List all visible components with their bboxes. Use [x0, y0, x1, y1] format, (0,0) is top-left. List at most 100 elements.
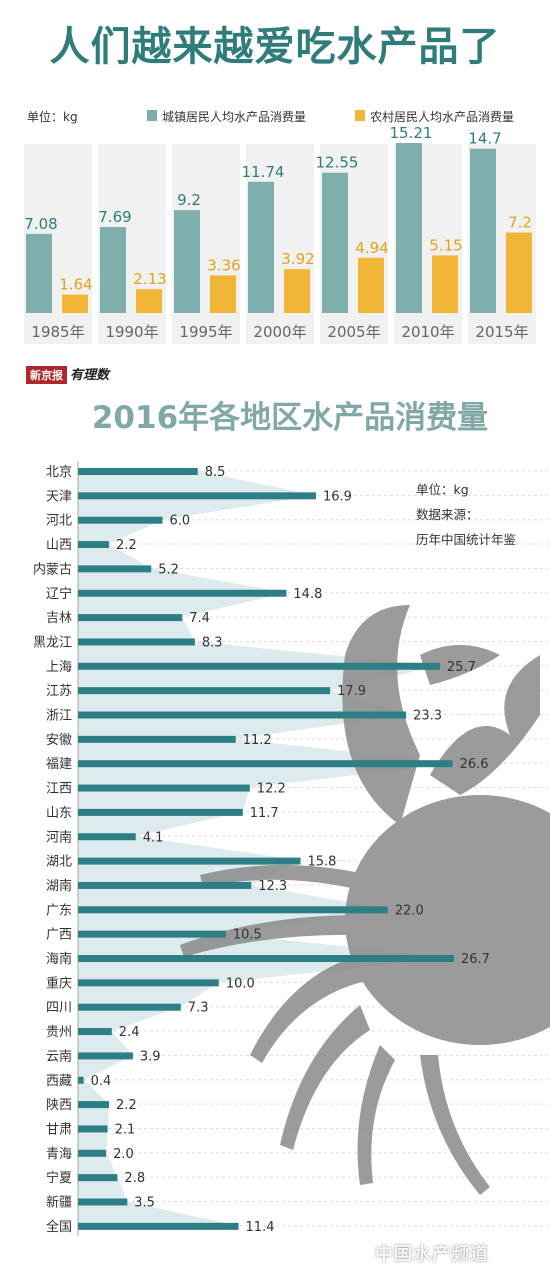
- region-value: 12.3: [258, 879, 287, 894]
- chart-regional-title: 2016年各地区水产品消费量: [91, 400, 489, 436]
- region-value: 4.1: [143, 830, 164, 845]
- bar-rural: [210, 275, 236, 313]
- region-value: 6.0: [169, 514, 190, 529]
- region-bar: [78, 955, 454, 962]
- region-value: 23.3: [413, 709, 442, 724]
- region-bar: [78, 784, 250, 792]
- region-value: 26.7: [461, 952, 490, 967]
- region-value: 8.3: [202, 635, 223, 650]
- region-bar: [78, 1198, 128, 1206]
- region-bar: [78, 979, 219, 987]
- region-label: 辽宁: [46, 586, 72, 602]
- year-label: 1990年: [105, 323, 158, 341]
- region-value: 2.4: [119, 1025, 140, 1040]
- region-bar: [78, 881, 252, 889]
- value-label-rural: 3.92: [281, 250, 314, 268]
- chart1-unit-label: 单位：kg: [27, 109, 78, 124]
- bar-rural: [136, 289, 162, 313]
- region-label: 宁夏: [46, 1170, 72, 1186]
- region-label: 海南: [46, 951, 72, 967]
- bar-rural: [62, 294, 88, 313]
- region-bar: [78, 687, 331, 695]
- bar-urban: [470, 148, 496, 313]
- region-value: 15.8: [308, 855, 337, 870]
- legend-swatch-rural: [355, 110, 365, 121]
- region-label: 江苏: [46, 683, 72, 699]
- crab-silhouette: [180, 605, 550, 1195]
- chart2-source-label: 数据来源：: [416, 507, 479, 522]
- region-bar: [78, 589, 287, 597]
- bar-urban: [26, 233, 52, 313]
- region-bar: [78, 516, 163, 524]
- year-label: 2015年: [475, 323, 528, 341]
- value-label-rural: 4.94: [355, 239, 388, 257]
- value-label-rural: 7.2: [508, 214, 532, 232]
- region-value: 12.2: [257, 782, 286, 797]
- bar-rural: [506, 232, 532, 313]
- region-bar: [78, 565, 152, 573]
- value-label-urban: 11.74: [242, 163, 285, 181]
- region-value: 2.2: [116, 538, 137, 553]
- region-label: 重庆: [46, 975, 72, 991]
- chart2-source: 历年中国统计年鉴: [416, 532, 517, 547]
- region-label: 吉林: [46, 611, 72, 626]
- region-bar: [78, 930, 226, 938]
- region-value: 7.3: [188, 1001, 209, 1016]
- bar-rural: [432, 255, 458, 313]
- legend-swatch-urban: [147, 110, 157, 121]
- region-label: 全国: [46, 1219, 72, 1235]
- region-label: 天津: [46, 489, 72, 504]
- region-value: 11.4: [246, 1220, 275, 1235]
- region-label: 西藏: [46, 1074, 72, 1089]
- region-bar: [78, 1003, 181, 1011]
- value-label-rural: 1.64: [59, 276, 92, 294]
- region-label: 浙江: [46, 709, 72, 724]
- region-value: 25.7: [447, 660, 476, 675]
- bar-urban: [174, 210, 200, 313]
- region-label: 北京: [46, 465, 72, 480]
- region-value: 11.7: [250, 806, 279, 821]
- region-bar: [78, 808, 243, 816]
- region-bar: [78, 1076, 84, 1084]
- bar-urban: [396, 143, 422, 313]
- region-bar: [78, 541, 109, 549]
- year-label: 2010年: [401, 323, 454, 341]
- region-value: 3.9: [140, 1049, 161, 1064]
- region-bar: [78, 638, 195, 646]
- value-label-rural: 2.13: [133, 270, 166, 288]
- region-value: 17.9: [337, 684, 366, 699]
- region-label: 山东: [46, 806, 72, 821]
- year-label: 1985年: [31, 323, 84, 341]
- region-label: 河北: [46, 514, 72, 529]
- masthead-logo: 新京报 有理数: [26, 364, 109, 384]
- region-bar: [78, 1028, 112, 1036]
- region-value: 10.5: [233, 928, 262, 943]
- region-label: 安徽: [46, 733, 72, 748]
- region-label: 福建: [46, 757, 72, 772]
- region-bar: [78, 906, 388, 914]
- chart2-unit-label: 单位：kg: [416, 482, 469, 497]
- region-label: 广东: [46, 903, 72, 918]
- year-label: 2005年: [327, 323, 380, 341]
- region-label: 湖南: [46, 878, 72, 894]
- legend-label-rural: 农村居民人均水产品消费量: [370, 110, 514, 124]
- region-label: 黑龙江: [33, 635, 72, 650]
- value-label-rural: 5.15: [429, 236, 462, 254]
- value-label-urban: 7.69: [98, 208, 131, 226]
- masthead-brand: 有理数: [70, 368, 110, 383]
- region-bar: [78, 614, 183, 622]
- region-label: 云南: [46, 1048, 72, 1064]
- value-label-urban: 7.08: [24, 215, 57, 233]
- region-value: 8.5: [205, 465, 226, 480]
- bar-rural: [358, 257, 384, 313]
- region-value: 10.0: [226, 976, 255, 991]
- region-bar: [78, 1101, 109, 1109]
- watermark: 中国水产频道: [375, 1244, 489, 1265]
- region-bar: [78, 1149, 107, 1157]
- value-label-rural: 3.36: [207, 256, 240, 274]
- masthead-paper: 新京报: [26, 366, 67, 384]
- region-value: 3.5: [134, 1196, 155, 1211]
- region-value: 2.8: [124, 1171, 145, 1186]
- region-bar: [78, 468, 198, 475]
- region-bar: [78, 760, 453, 768]
